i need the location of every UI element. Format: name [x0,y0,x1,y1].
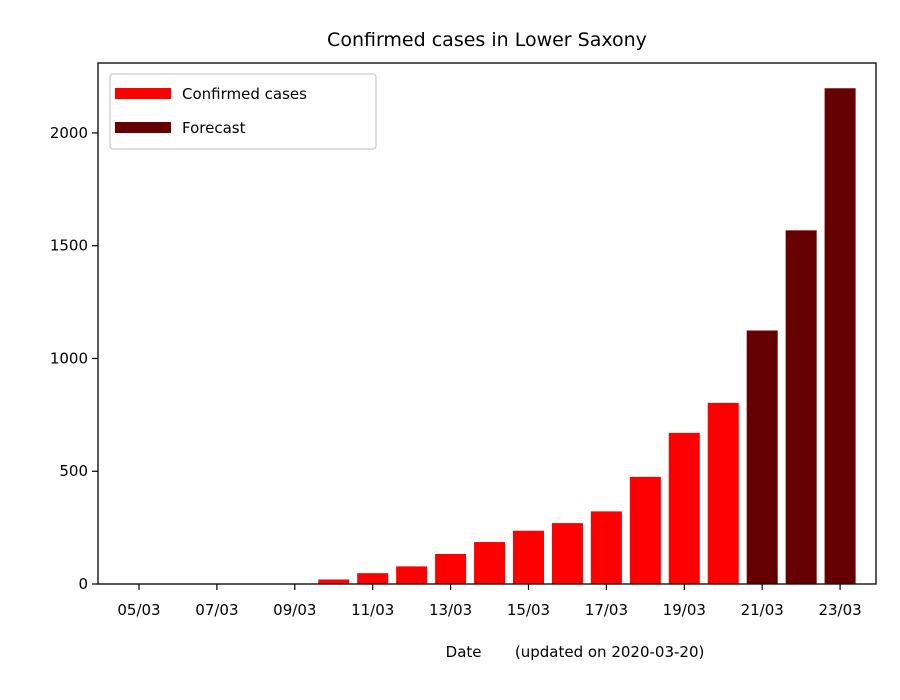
bar-21-03 [746,330,778,584]
bar-11-03 [357,573,389,584]
x-tick-label: 09/03 [273,601,316,619]
legend: Confirmed cases Forecast [109,73,377,150]
bar-22-03 [785,230,817,584]
bar-20-03 [707,402,739,584]
legend-label-forecast: Forecast [182,119,246,137]
x-tick-label: 17/03 [585,601,628,619]
y-tick-label: 2000 [50,124,88,142]
legend-swatch-forecast [115,122,171,133]
x-tick-label: 07/03 [195,601,238,619]
x-axis: 05/03 07/03 09/03 11/03 13/03 15/03 17/03 19/03… [117,584,862,619]
y-tick-label: 0 [78,575,88,593]
bar-16-03 [551,523,583,584]
bar-10-03 [318,579,350,584]
bar-14-03 [474,542,506,584]
bar-12-03 [396,566,428,584]
y-tick-label: 500 [59,462,88,480]
chart-title: Confirmed cases in Lower Saxony [327,29,647,51]
bar-15-03 [513,530,544,584]
x-tick-label: 21/03 [741,601,784,619]
x-tick-label: 15/03 [507,601,550,619]
x-tick-label: 05/03 [117,601,160,619]
bar-18-03 [629,476,661,584]
plot-frame [97,62,877,585]
bar-17-03 [590,511,622,584]
x-axis-label: Date (updated on 2020-03-20) [446,643,705,661]
x-tick-label: 23/03 [818,601,861,619]
bar-19-03 [668,432,700,584]
bar-23-03 [824,88,856,584]
x-tick-label: 13/03 [429,601,472,619]
legend-box [109,73,377,150]
x-tick-label: 19/03 [663,601,706,619]
y-tick-label: 1500 [50,237,88,255]
y-tick-label: 1000 [50,349,88,367]
legend-label-confirmed: Confirmed cases [182,85,307,103]
bars-layer [318,88,856,584]
y-axis: 0 500 1000 1500 2000 [50,124,98,593]
legend-swatch-confirmed [115,88,171,99]
x-tick-label: 11/03 [351,601,394,619]
bar-13-03 [435,554,467,584]
